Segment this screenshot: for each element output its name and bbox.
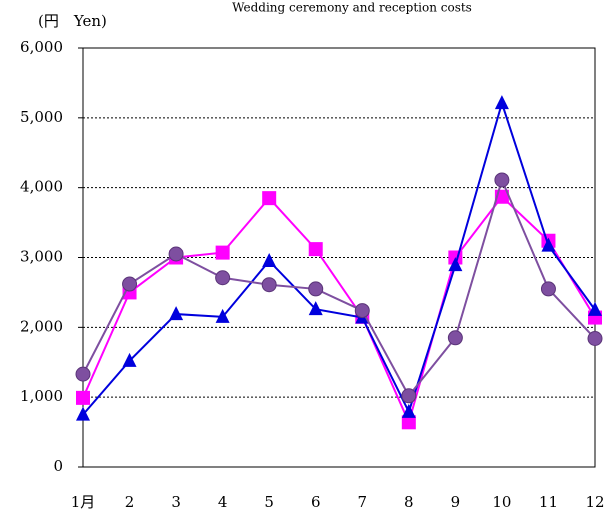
marker	[308, 281, 324, 297]
marker	[448, 257, 463, 272]
y-tick-label: 2,000	[20, 317, 63, 335]
marker	[541, 237, 556, 252]
y-axis-label: (円 Yen)	[38, 12, 107, 30]
y-tick-label: 0	[53, 457, 63, 475]
marker	[401, 403, 416, 418]
x-tick-label: 3	[171, 493, 181, 511]
x-tick-label: 2	[125, 493, 135, 511]
marker	[122, 352, 137, 367]
marker	[401, 415, 416, 430]
series-line	[82, 195, 596, 426]
chart-title: Wedding ceremony and reception costs	[232, 1, 472, 15]
marker	[587, 331, 603, 347]
x-tick-label: 9	[451, 493, 461, 511]
marker	[540, 281, 556, 297]
marker	[588, 301, 602, 316]
marker	[308, 242, 323, 257]
y-tick-label: 5,000	[20, 108, 63, 126]
marker	[215, 270, 231, 286]
x-tick-label: 11	[539, 493, 558, 511]
x-tick-label: 4	[218, 493, 228, 511]
marker	[215, 308, 230, 323]
marker	[447, 330, 463, 346]
marker	[494, 172, 510, 188]
marker	[354, 303, 370, 319]
marker	[122, 276, 138, 292]
x-tick-label: 12	[585, 493, 604, 511]
marker	[76, 406, 90, 421]
x-tick-label: 8	[404, 493, 414, 511]
plot-frame	[82, 47, 596, 468]
marker	[169, 306, 184, 321]
y-tick-label: 1,000	[20, 387, 63, 405]
x-tick-label: 6	[311, 493, 321, 511]
marker	[401, 388, 417, 404]
marker	[262, 252, 277, 267]
x-tick-label: 7	[357, 493, 367, 511]
marker	[168, 246, 184, 262]
marker	[215, 245, 230, 260]
marker	[262, 191, 277, 206]
y-tick-label: 6,000	[20, 38, 63, 56]
marker	[494, 95, 509, 110]
x-tick-label: 10	[492, 493, 511, 511]
marker	[308, 301, 323, 316]
series-line	[82, 99, 596, 416]
x-tick-label: 5	[264, 493, 274, 511]
marker	[75, 366, 91, 382]
y-tick-label: 3,000	[20, 248, 63, 266]
x-tick-label: 1月	[71, 493, 96, 511]
marker	[76, 390, 90, 405]
marker	[261, 277, 277, 293]
y-tick-label: 4,000	[20, 178, 63, 196]
series-line	[82, 177, 596, 398]
